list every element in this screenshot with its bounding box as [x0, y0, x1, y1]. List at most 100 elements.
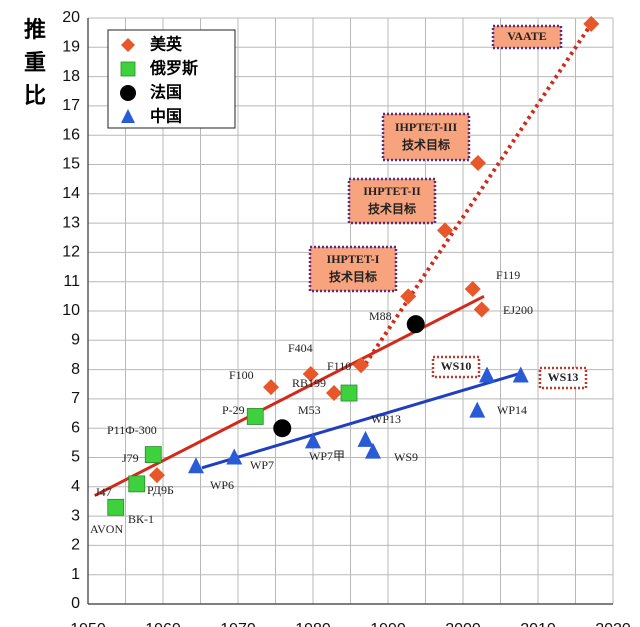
triangle-marker — [469, 401, 486, 418]
point-label: EJ200 — [503, 303, 533, 317]
boxed-label: IHPTET-I — [327, 252, 380, 266]
y-tick-label: 10 — [62, 302, 80, 319]
square-marker — [340, 384, 358, 402]
x-tick-label: 1960 — [145, 621, 181, 627]
point-label: F110 — [327, 359, 351, 373]
diamond-marker — [583, 15, 600, 32]
label-box — [431, 355, 481, 379]
label-box — [491, 24, 563, 50]
y-tick-label: 13 — [62, 214, 80, 231]
y-tick-label: 18 — [62, 68, 80, 85]
legend-marker — [121, 109, 135, 123]
y-tick-label: 17 — [62, 97, 80, 114]
diamond-marker — [473, 301, 490, 318]
point-label: M53 — [298, 403, 321, 417]
boxed-label: WS10 — [441, 359, 472, 373]
legend-marker — [120, 61, 136, 77]
x-tick-label: 1970 — [220, 621, 256, 627]
y-tick-label: 4 — [71, 478, 80, 495]
y-tick-label: 11 — [63, 273, 80, 290]
y-tick-label: 6 — [71, 419, 80, 436]
point-label: WP13 — [371, 412, 401, 426]
y-tick-label: 9 — [71, 332, 80, 349]
y-tick-label: 16 — [62, 126, 80, 143]
y-tick-label: 12 — [62, 244, 80, 261]
point-label: WP7 — [250, 458, 274, 472]
square-marker — [246, 408, 264, 425]
trend-line — [360, 22, 593, 371]
x-tick-label: 2020 — [595, 621, 631, 627]
square-marker — [128, 475, 146, 493]
legend-label: 美英 — [150, 35, 183, 54]
point-label: WS9 — [394, 450, 418, 464]
legend-marker — [121, 38, 135, 52]
legend-label: 中国 — [150, 107, 182, 126]
diamond-marker — [302, 365, 319, 382]
y-tick-label: 19 — [62, 39, 80, 56]
y-tick-label: 2 — [71, 537, 80, 554]
square-marker — [144, 446, 162, 463]
y-axis-label: 重 — [24, 51, 46, 76]
label-box — [381, 112, 471, 162]
point-label: F119 — [496, 268, 520, 282]
diamond-marker — [263, 379, 279, 396]
boxed-label: IHPTET-III — [395, 120, 458, 134]
diamond-marker — [437, 222, 453, 239]
label-box — [308, 245, 398, 293]
point-label: AVON — [90, 522, 123, 536]
triangle-marker — [365, 442, 381, 459]
y-tick-label: 15 — [62, 156, 80, 173]
x-tick-label: 1980 — [295, 621, 331, 627]
point-label: J79 — [122, 451, 139, 465]
boxed-label: 技术目标 — [329, 269, 377, 284]
diamond-marker — [470, 155, 486, 172]
point-label: RB199 — [292, 376, 326, 390]
triangle-marker — [305, 432, 321, 449]
boxed-label: 技术目标 — [368, 201, 416, 216]
point-label: J47 — [95, 485, 112, 499]
point-label: WP7甲 — [309, 449, 345, 463]
circle-marker — [273, 419, 292, 438]
point-label: ВК-1 — [128, 512, 154, 526]
triangle-marker — [479, 366, 495, 383]
y-tick-label: 5 — [71, 449, 80, 466]
point-label: F404 — [288, 341, 313, 355]
triangle-marker — [512, 366, 529, 383]
square-marker — [107, 498, 125, 516]
y-tick-label: 8 — [71, 361, 80, 378]
point-label: WP6 — [210, 478, 234, 492]
point-label: Р11Ф-300 — [107, 423, 157, 437]
diamond-marker — [400, 288, 417, 305]
x-tick-label: 2010 — [520, 621, 556, 627]
boxed-label: VAATE — [507, 29, 547, 43]
y-tick-label: 1 — [71, 566, 80, 583]
triangle-marker — [357, 430, 374, 447]
y-tick-label: 0 — [71, 595, 80, 612]
y-axis-label: 比 — [24, 84, 46, 109]
point-label: F100 — [229, 368, 254, 382]
y-tick-label: 20 — [62, 9, 80, 26]
boxed-label: WS13 — [548, 370, 579, 384]
diamond-marker — [353, 357, 369, 374]
label-box — [347, 177, 437, 225]
trend-line — [201, 371, 524, 470]
legend-marker — [120, 85, 136, 101]
diamond-marker — [326, 385, 342, 402]
y-tick-label: 3 — [71, 507, 80, 524]
boxed-label: 技术目标 — [402, 137, 450, 152]
triangle-marker — [188, 457, 204, 474]
circle-marker — [406, 315, 425, 334]
diamond-marker — [149, 467, 165, 484]
legend-label: 法国 — [150, 83, 182, 102]
point-label: M88 — [369, 309, 392, 323]
legend-label: 俄罗斯 — [149, 59, 198, 78]
y-tick-label: 14 — [62, 185, 80, 202]
boxed-label: IHPTET-II — [363, 184, 421, 198]
point-label: РД9Б — [147, 483, 174, 497]
x-tick-label: 1990 — [370, 621, 406, 627]
x-tick-label: 1950 — [70, 621, 106, 627]
label-box — [538, 366, 588, 390]
diamond-marker — [464, 281, 481, 298]
x-tick-label: 2000 — [445, 621, 481, 627]
